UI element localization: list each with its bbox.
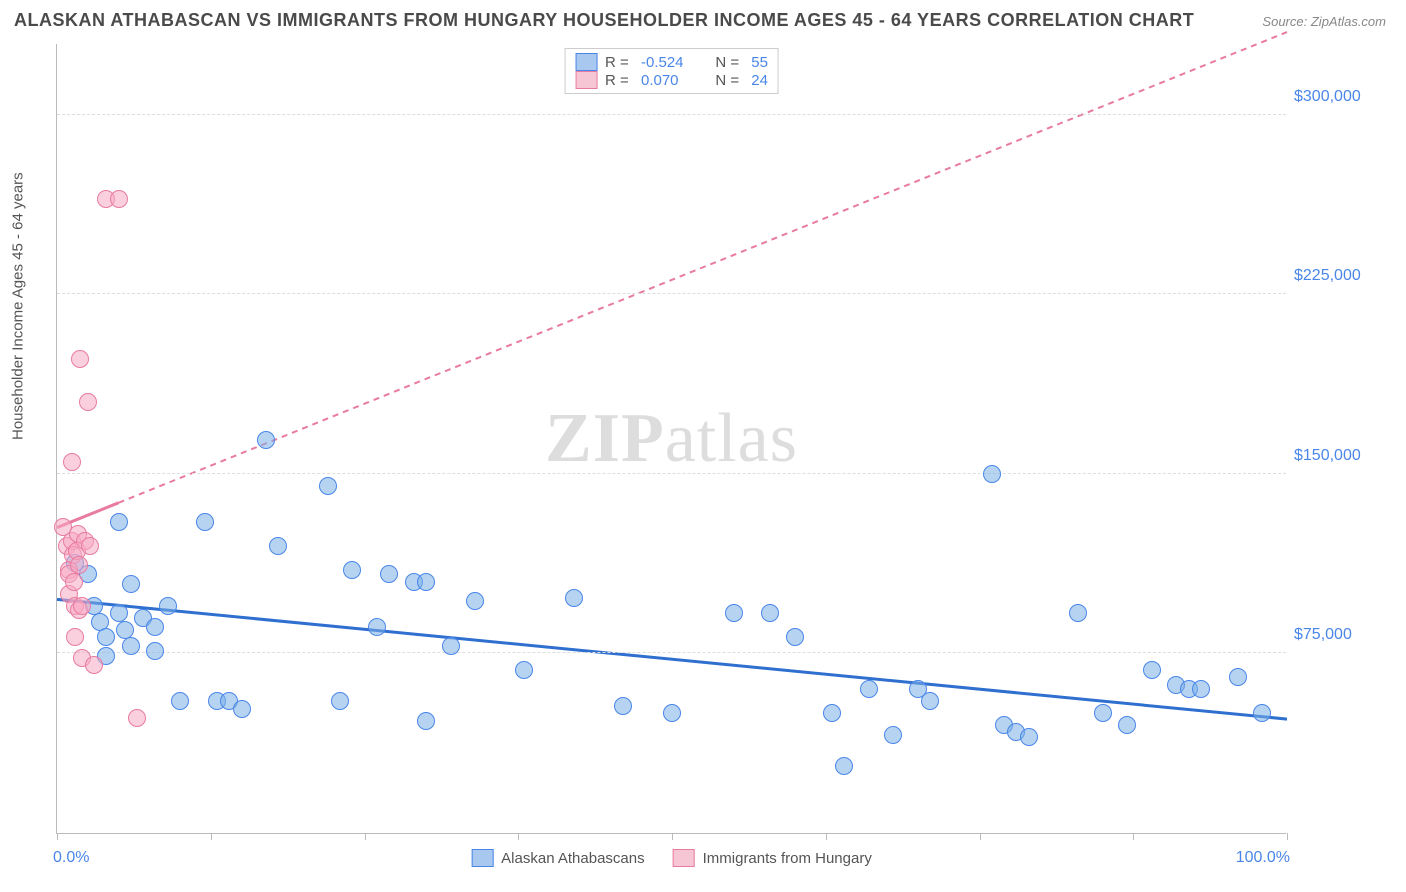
data-point <box>122 575 140 593</box>
x-tick-mark <box>826 833 827 840</box>
data-point <box>269 537 287 555</box>
y-axis-label: Householder Income Ages 45 - 64 years <box>10 172 27 440</box>
data-point <box>343 561 361 579</box>
data-point <box>884 726 902 744</box>
data-point <box>786 628 804 646</box>
source-credit: Source: ZipAtlas.com <box>1262 14 1386 29</box>
legend-swatch <box>673 849 695 867</box>
data-point <box>1192 680 1210 698</box>
data-point <box>823 704 841 722</box>
data-point <box>663 704 681 722</box>
gridline-h <box>57 473 1286 474</box>
x-tick-mark <box>980 833 981 840</box>
data-point <box>368 618 386 636</box>
x-tick-mark <box>1287 833 1288 840</box>
legend-series-item: Immigrants from Hungary <box>673 849 872 867</box>
data-point <box>442 637 460 655</box>
legend-series: Alaskan Athabascans Immigrants from Hunga… <box>471 849 872 867</box>
x-axis-max-label: 100.0% <box>1236 849 1290 867</box>
gridline-h <box>57 114 1286 115</box>
x-tick-mark <box>211 833 212 840</box>
data-point <box>761 604 779 622</box>
data-point <box>73 597 91 615</box>
data-point <box>331 692 349 710</box>
y-tick-label: $225,000 <box>1294 267 1390 285</box>
x-tick-mark <box>57 833 58 840</box>
x-tick-mark <box>1133 833 1134 840</box>
scatter-plot: ZIPatlas R = -0.524 N = 55R = 0.070 N = … <box>56 44 1286 834</box>
data-point <box>1020 728 1038 746</box>
data-point <box>146 642 164 660</box>
x-tick-mark <box>365 833 366 840</box>
chart-title: ALASKAN ATHABASCAN VS IMMIGRANTS FROM HU… <box>14 10 1194 31</box>
data-point <box>116 621 134 639</box>
data-point <box>63 453 81 471</box>
data-point <box>257 431 275 449</box>
data-point <box>71 350 89 368</box>
x-axis-min-label: 0.0% <box>53 849 89 867</box>
data-point <box>835 757 853 775</box>
data-point <box>97 628 115 646</box>
data-point <box>81 537 99 555</box>
x-tick-mark <box>518 833 519 840</box>
data-point <box>1094 704 1112 722</box>
data-point <box>417 712 435 730</box>
data-point <box>417 573 435 591</box>
legend-series-item: Alaskan Athabascans <box>471 849 644 867</box>
y-tick-label: $75,000 <box>1294 626 1390 644</box>
data-point <box>921 692 939 710</box>
data-point <box>466 592 484 610</box>
data-point <box>1143 661 1161 679</box>
y-tick-label: $300,000 <box>1294 88 1390 106</box>
data-point <box>79 393 97 411</box>
data-point <box>233 700 251 718</box>
legend-swatch <box>471 849 493 867</box>
data-point <box>515 661 533 679</box>
data-point <box>1253 704 1271 722</box>
data-point <box>171 692 189 710</box>
data-point <box>146 618 164 636</box>
data-point <box>319 477 337 495</box>
data-point <box>122 637 140 655</box>
data-point <box>565 589 583 607</box>
data-point <box>66 628 84 646</box>
data-point <box>196 513 214 531</box>
source-label: Source: <box>1262 14 1307 29</box>
data-point <box>380 565 398 583</box>
data-point <box>110 604 128 622</box>
gridline-h <box>57 293 1286 294</box>
legend-series-label: Immigrants from Hungary <box>703 850 872 867</box>
data-point <box>110 513 128 531</box>
data-point <box>1118 716 1136 734</box>
data-point <box>128 709 146 727</box>
data-point <box>70 556 88 574</box>
x-tick-mark <box>672 833 673 840</box>
data-point <box>85 656 103 674</box>
data-point <box>1069 604 1087 622</box>
data-point <box>159 597 177 615</box>
data-point <box>1229 668 1247 686</box>
data-point <box>614 697 632 715</box>
data-point <box>65 573 83 591</box>
data-point <box>983 465 1001 483</box>
legend-series-label: Alaskan Athabascans <box>501 850 644 867</box>
data-point <box>110 190 128 208</box>
y-tick-label: $150,000 <box>1294 447 1390 465</box>
data-point <box>860 680 878 698</box>
data-point <box>725 604 743 622</box>
gridline-h <box>57 652 1286 653</box>
source-name: ZipAtlas.com <box>1311 14 1386 29</box>
